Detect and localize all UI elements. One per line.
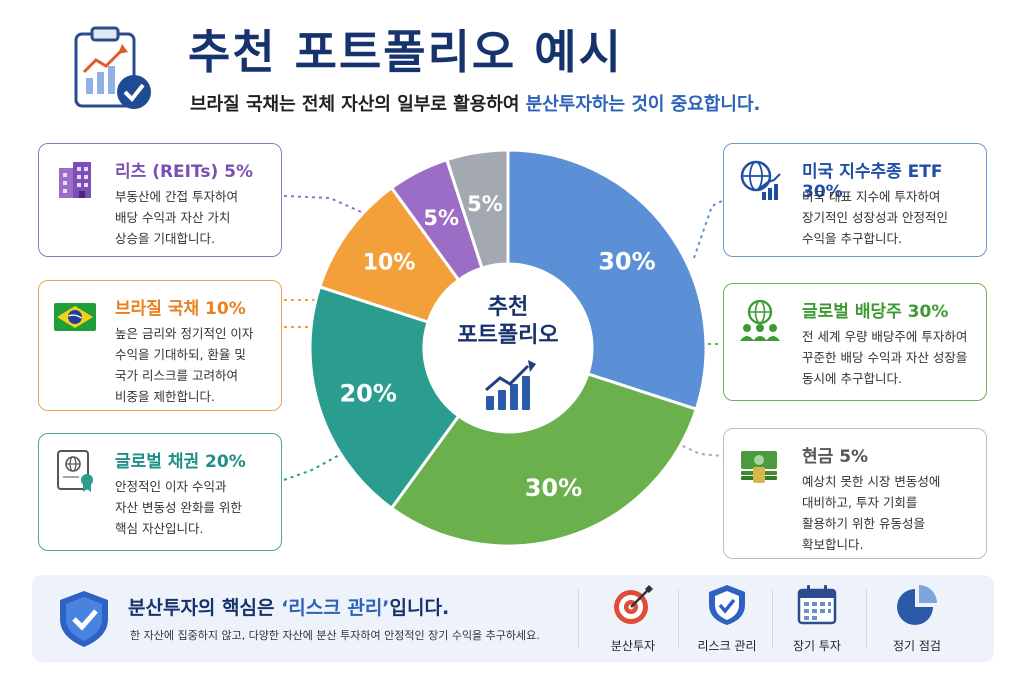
divider [866, 589, 867, 649]
feature-label: 리스크 관리 [697, 639, 757, 653]
card-title: 리츠 (REITs) 5% [115, 162, 254, 182]
feature-long-term: 장기 투자 [772, 583, 862, 657]
shield-icon [709, 585, 745, 625]
divider [772, 589, 773, 649]
feature-label: 장기 투자 [793, 639, 841, 653]
money-stack-icon [741, 451, 777, 483]
card-description: 높은 금리와 정기적인 이자 수익을 기대하되, 환율 및 국가 리스크를 고려… [115, 326, 254, 404]
bond-certificate-icon [57, 450, 93, 492]
bottom-summary-bar: 분산투자의 핵심은 ‘리스크 관리’입니다. 한 자산에 집중하지 않고, 다양… [32, 575, 994, 662]
bottom-description: 한 자산에 집중하지 않고, 다양한 자산에 분산 투자하여 안정적인 장기 수… [130, 629, 540, 642]
card-description: 전 세계 우량 배당주에 투자하여 꾸준한 배당 수익과 자산 성장을 동시에 … [802, 329, 968, 386]
card-description: 예상치 못한 시장 변동성에 대비하고, 투자 기회를 활용하기 위한 유동성을… [802, 474, 941, 552]
feature-label: 정기 점검 [893, 639, 941, 653]
pie-slice-label: 20% [339, 379, 396, 407]
card-title: 미국 지수추종 ETF 30% [802, 162, 943, 202]
bottom-title: 분산투자의 핵심은 ‘리스크 관리’입니다. [128, 597, 450, 619]
portfolio-pie-chart: 30% 30% 20% 10% 5% 5% 추천 포트폴리오 [308, 148, 708, 548]
card-title: 현금 5% [802, 447, 869, 467]
card-global-dividend: 글로벌 배당주 30% 전 세계 우량 배당주에 투자하여 꾸준한 배당 수익과… [723, 283, 987, 401]
globe-growth-icon [740, 160, 781, 200]
card-cash: 현금 5% 예상치 못한 시장 변동성에 대비하고, 투자 기회를 활용하기 위… [723, 428, 987, 559]
pie-slice-label: 5% [423, 206, 459, 230]
building-icon [59, 162, 91, 198]
divider [578, 589, 579, 649]
pie-center-title: 추천 포트폴리오 [457, 295, 559, 348]
calendar-icon [797, 585, 837, 625]
pie-slice-label: 10% [363, 251, 416, 276]
divider [678, 589, 679, 649]
pie-slice-label: 30% [525, 474, 582, 502]
feature-label: 분산투자 [610, 639, 656, 653]
page-subtitle: 브라질 국채는 전체 자산의 일부로 활용하여 분산투자하는 것이 중요합니다. [190, 94, 761, 115]
card-description: 미국 대표 지수에 투자하여 장기적인 성장성과 안정적인 수익을 추구합니다. [802, 189, 948, 246]
card-brazil-bonds: 브라질 국채 10% 높은 금리와 정기적인 이자 수익을 기대하되, 환율 및… [38, 280, 282, 411]
card-global-bonds: 글로벌 채권 20% 안정적인 이자 수익과 자산 변동성 완화를 위한 핵심 … [38, 433, 282, 551]
card-title: 글로벌 채권 20% [115, 452, 246, 472]
card-title: 브라질 국채 10% [115, 299, 246, 319]
brazil-flag-icon [54, 303, 96, 331]
card-description: 안정적인 이자 수익과 자산 변동성 완화를 위한 핵심 자산입니다. [115, 479, 242, 536]
feature-risk-management: 리스크 관리 [682, 583, 772, 657]
shield-check-icon [60, 591, 108, 647]
card-reits: 리츠 (REITs) 5% 부동산에 간접 투자하여 배당 수익과 자산 가치 … [38, 143, 282, 257]
card-description: 부동산에 간접 투자하여 배당 수익과 자산 가치 상승을 기대합니다. [115, 189, 238, 246]
pie-slice-label: 5% [467, 192, 503, 216]
card-us-index-etf: 미국 지수추종 ETF 30% 미국 대표 지수에 투자하여 장기적인 성장성과… [723, 143, 987, 257]
growth-chart-icon [485, 360, 536, 410]
pie-center-hole [424, 264, 592, 432]
feature-regular-review: 정기 점검 [872, 583, 962, 657]
pie-slice-label: 30% [598, 248, 655, 276]
target-icon [614, 585, 653, 624]
card-title: 글로벌 배당주 30% [802, 302, 949, 322]
pie-chart-icon [897, 585, 937, 625]
globe-people-icon [740, 299, 780, 341]
page-title: 추천 포트폴리오 예시 [188, 25, 623, 79]
feature-diversification: 분산투자 [588, 583, 678, 657]
clipboard-chart-icon [74, 26, 151, 109]
